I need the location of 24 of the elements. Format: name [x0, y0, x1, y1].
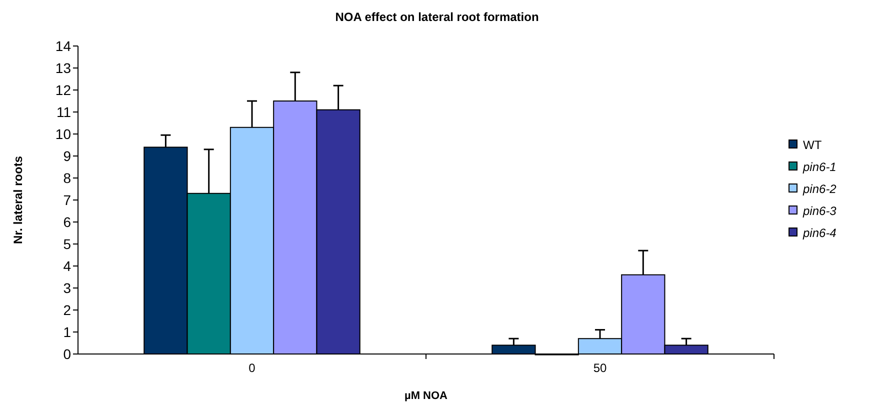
y-tick-label: 11 — [56, 104, 72, 120]
y-tick-label: 10 — [55, 126, 72, 142]
y-tick-label: 14 — [55, 38, 72, 54]
x-tick-label: 50 — [593, 361, 607, 375]
y-tick-label: 8 — [63, 170, 72, 186]
y-tick-label: 5 — [63, 236, 72, 252]
x-axis-title: µM NOA — [404, 390, 448, 402]
y-tick-label: 9 — [63, 148, 72, 164]
legend-label: WT — [803, 138, 822, 152]
legend-label: pin6-4 — [802, 226, 837, 240]
y-tick-label: 6 — [63, 214, 72, 230]
y-tick-label: 2 — [63, 302, 72, 318]
legend-label: pin6-1 — [802, 160, 836, 174]
legend-label: pin6-2 — [802, 182, 837, 196]
y-tick-label: 1 — [63, 324, 72, 340]
y-tick-label: 3 — [63, 280, 72, 296]
chart-title: NOA effect on lateral root formation — [335, 10, 539, 24]
legend-label: pin6-3 — [802, 204, 837, 218]
y-tick-label: 0 — [63, 346, 72, 362]
y-tick-label: 12 — [55, 82, 72, 98]
y-tick-label: 7 — [63, 192, 72, 208]
y-tick-label: 13 — [55, 60, 72, 76]
y-axis-title: Nr. lateral roots — [11, 156, 25, 244]
y-tick-label: 4 — [63, 258, 72, 274]
